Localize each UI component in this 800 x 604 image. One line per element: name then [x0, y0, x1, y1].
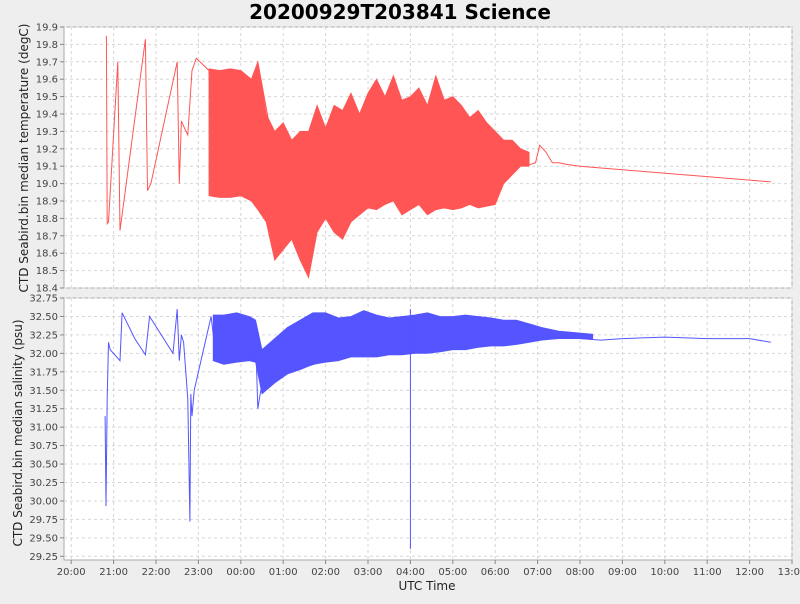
y-tick-label: 29.75: [29, 515, 58, 526]
x-tick-label: 05:00: [438, 567, 467, 578]
y-tick-label: 30.75: [29, 441, 58, 452]
y-tick-label: 29.25: [29, 552, 58, 563]
y-tick-label: 19.3: [36, 127, 58, 138]
y-tick-label: 31.75: [29, 367, 58, 378]
y-tick-label: 18.8: [36, 214, 58, 225]
series-line: [105, 35, 771, 231]
x-tick-label: 08:00: [566, 567, 595, 578]
y-tick-label: 18.5: [36, 266, 58, 277]
y-tick-label: 19.2: [36, 144, 58, 155]
temperature-y-axis-label: CTD Seabird.bin median temperature (degC…: [17, 24, 31, 293]
y-tick-label: 19.5: [36, 92, 58, 103]
y-tick-label: 19.4: [36, 110, 58, 121]
x-tick-label: 03:00: [354, 567, 383, 578]
y-tick-label: 32.25: [29, 330, 58, 341]
y-tick-label: 18.4: [36, 284, 58, 295]
y-tick-label: 19.9: [36, 23, 58, 34]
chart-title: 20200929T203841 Science: [249, 0, 551, 24]
y-tick-label: 19.0: [36, 179, 58, 190]
y-tick-label: 19.1: [36, 162, 58, 173]
x-tick-label: 02:00: [311, 567, 340, 578]
series-line: [104, 309, 771, 522]
y-tick-label: 18.9: [36, 197, 58, 208]
y-tick-label: 19.7: [36, 57, 58, 68]
x-tick-label: 20:00: [57, 567, 86, 578]
x-tick-label: 07:00: [523, 567, 552, 578]
x-tick-label: 00:00: [226, 567, 255, 578]
x-tick-label: 13:00: [778, 567, 800, 578]
x-tick-label: 11:00: [693, 567, 722, 578]
y-tick-label: 31.00: [29, 423, 58, 434]
x-tick-label: 23:00: [184, 567, 213, 578]
y-tick-label: 19.8: [36, 40, 58, 51]
y-tick-label: 30.25: [29, 478, 58, 489]
salinity-plot: 29.25 29.50 29.75 30.00 30.25 30.50 30.75 31.00…: [29, 294, 800, 579]
x-tick-label: 10:00: [650, 567, 679, 578]
x-tick-label: 12:00: [735, 567, 764, 578]
x-tick-label: 21:00: [99, 567, 128, 578]
y-tick-label: 32.00: [29, 349, 58, 360]
y-tick-label: 19.6: [36, 75, 58, 86]
x-tick-label: 06:00: [481, 567, 510, 578]
y-tick-label: 30.00: [29, 496, 58, 507]
y-tick-label: 18.6: [36, 249, 58, 260]
x-axis-label: UTC Time: [399, 579, 456, 593]
y-tick-label: 31.25: [29, 404, 58, 415]
y-tick-label: 32.75: [29, 294, 58, 305]
temperature-plot: 18.4 18.5 18.6 18.7 18.8 18.9 19.0 19.1 19.2 19.3…: [36, 23, 793, 295]
series-band: [208, 60, 530, 279]
y-tick-label: 18.7: [36, 231, 58, 242]
x-tick-label: 01:00: [269, 567, 298, 578]
y-tick-label: 30.50: [29, 460, 58, 471]
y-tick-label: 31.50: [29, 386, 58, 397]
y-tick-label: 29.50: [29, 533, 58, 544]
salinity-y-axis-label: CTD Seabird.bin median salinity (psu): [11, 319, 25, 546]
y-tick-label: 32.50: [29, 312, 58, 323]
x-tick-label: 22:00: [142, 567, 171, 578]
x-tick-label: 04:00: [396, 567, 425, 578]
x-tick-label: 09:00: [608, 567, 637, 578]
